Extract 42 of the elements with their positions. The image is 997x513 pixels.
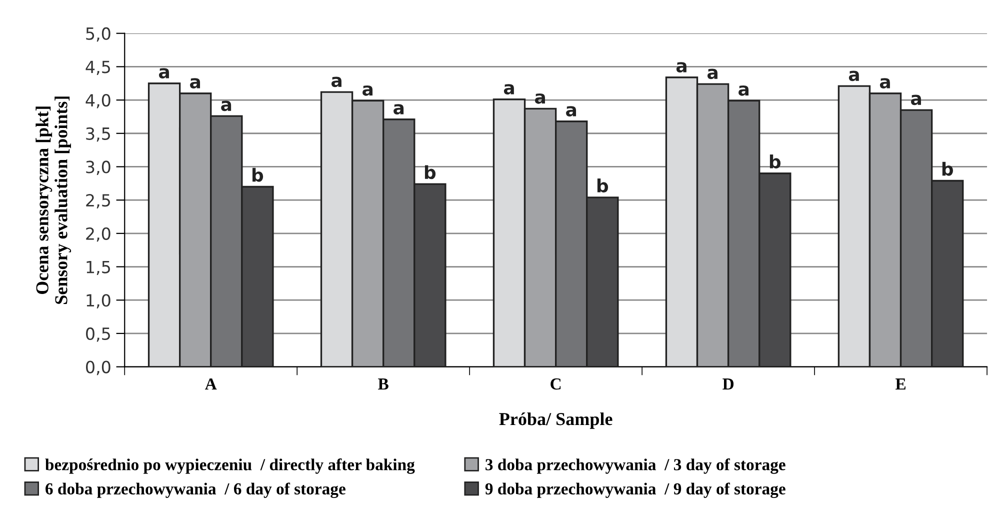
x-tick-label: C (550, 378, 561, 390)
data-label: a (738, 85, 749, 96)
y-tick-label: 3,0 (86, 160, 110, 175)
legend-label: 3 doba przechowywania / 3 day of storage (486, 458, 786, 474)
legend-label: 6 doba przechowywania / 6 day of storage (46, 482, 346, 498)
x-tick-label: D (722, 378, 734, 390)
legend-label: bezpośrednio po wypieczeniu / directly after baking (45, 458, 415, 474)
x-tick-label: B (378, 378, 388, 390)
x-tick-label: E (896, 378, 906, 390)
data-label: a (676, 62, 686, 72)
x-tick-label: A (205, 378, 217, 390)
data-label: b (252, 168, 264, 182)
y-tick-label: 4,0 (86, 94, 110, 108)
data-label: a (880, 78, 890, 88)
data-label: a (394, 104, 404, 114)
y-tick-label: 0,5 (86, 327, 110, 342)
data-label: a (158, 68, 169, 78)
data-label: a (221, 100, 232, 112)
data-label: b (770, 154, 781, 169)
y-tick-label: 0,0 (86, 360, 110, 376)
data-label: b (597, 178, 608, 193)
data-label: a (504, 84, 514, 94)
x-axis-title: Próba/ Sample (499, 412, 612, 429)
y-tick-label: 3,5 (86, 127, 110, 142)
data-label: a (707, 68, 718, 80)
data-label: a (190, 78, 200, 88)
data-label: a (566, 106, 576, 116)
data-label: a (362, 85, 372, 96)
y-tick-label: 2,0 (86, 227, 110, 242)
y-axis-title: Ocena sensoryczna [pkt] Sensory evaluation [points] (36, 96, 72, 304)
data-label: a (848, 70, 859, 82)
data-label: b (424, 165, 436, 180)
y-tick-label: 4,5 (86, 60, 110, 75)
y-tick-label: 5,0 (86, 27, 110, 42)
data-label: a (910, 94, 921, 106)
legend-label: 9 doba przechowywania / 9 day of storage (485, 482, 786, 498)
y-tick-label: 1,0 (86, 294, 110, 308)
y-tick-label: 2,5 (86, 194, 110, 208)
data-label: b (942, 162, 954, 176)
y-tick-label: 1,5 (86, 260, 110, 276)
data-label: a (534, 93, 545, 104)
data-label: a (331, 76, 342, 88)
